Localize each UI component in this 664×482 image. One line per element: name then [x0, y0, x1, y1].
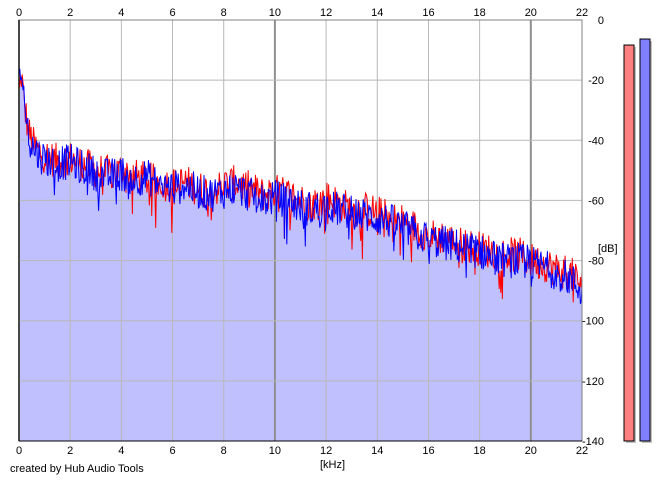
x-tick-label-top: 0	[16, 7, 22, 19]
plot-frame	[18, 19, 583, 442]
level-meter-right	[639, 38, 651, 442]
x-tick-label-top: 8	[221, 7, 227, 19]
y-tick-label: -120	[582, 376, 604, 388]
x-tick-label-bottom: 10	[269, 445, 281, 457]
x-tick-label-top: 10	[269, 7, 281, 19]
x-tick-label-bottom: 4	[118, 445, 124, 457]
x-tick-label-bottom: 8	[221, 445, 227, 457]
x-tick-label-bottom: 20	[525, 445, 537, 457]
x-tick-label-bottom: 16	[422, 445, 434, 457]
x-tick-label-bottom: 22	[576, 445, 588, 457]
y-tick-label: -80	[588, 256, 604, 268]
x-axis-top-ticks: 0 2 4 6 8 10 12 14 16 18 20 22	[16, 7, 588, 19]
x-tick-label-bottom: 18	[474, 445, 486, 457]
x-axis-label: [kHz]	[320, 459, 345, 471]
x-tick-label-top: 14	[371, 7, 383, 19]
x-tick-label-top: 16	[422, 7, 434, 19]
x-tick-label-bottom: 0	[16, 445, 22, 457]
x-tick-label-bottom: 14	[371, 445, 383, 457]
y-tick-label: -100	[582, 316, 604, 328]
x-tick-label-top: 4	[118, 7, 124, 19]
x-tick-label-top: 18	[474, 7, 486, 19]
y-tick-label: -20	[588, 75, 604, 87]
level-meters	[623, 38, 652, 444]
x-axis-bottom-ticks: 0 2 4 6 8 10 12 14 16 18 20 22	[16, 445, 588, 457]
x-tick-label-top: 6	[169, 7, 175, 19]
credit-text: created by Hub Audio Tools	[10, 463, 144, 475]
y-tick-label: -60	[588, 195, 604, 207]
x-tick-label-top: 12	[320, 7, 332, 19]
y-tick-label: 0	[598, 15, 604, 27]
y-axis-ticks: 0 -20 -40 -60 -80 -100 -120 -140	[582, 15, 604, 448]
spectrum-fill	[19, 68, 582, 442]
series-line-blue	[18, 68, 583, 305]
y-tick-label: -40	[588, 135, 604, 147]
x-tick-label-top: 2	[67, 7, 73, 19]
x-tick-label-top: 20	[525, 7, 537, 19]
level-meter-left	[623, 44, 635, 442]
y-axis-label: [dB]	[598, 243, 618, 255]
spectrum-series	[18, 68, 583, 305]
x-tick-label-bottom: 12	[320, 445, 332, 457]
x-tick-label-bottom: 2	[67, 445, 73, 457]
y-tick-label: -140	[582, 436, 604, 448]
spectrum-fill-area	[19, 68, 582, 442]
x-tick-label-bottom: 6	[169, 445, 175, 457]
x-tick-label-top: 22	[576, 7, 588, 19]
